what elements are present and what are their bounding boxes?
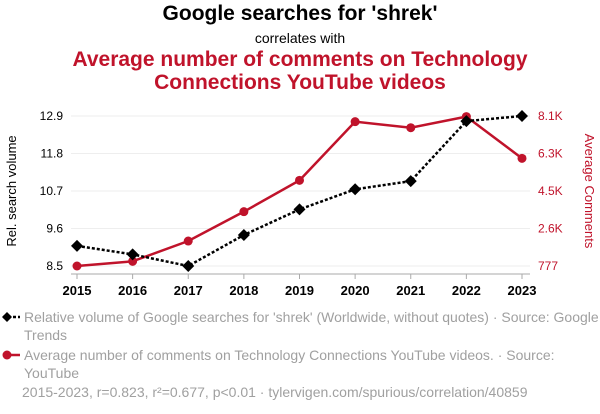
legend-item-comments: Average number of comments on Technology… bbox=[3, 346, 600, 382]
data-point-searches bbox=[349, 183, 362, 196]
left-tick-label: 8.5 bbox=[46, 259, 63, 273]
legend-marker-comments bbox=[2, 350, 12, 360]
data-point-searches bbox=[516, 110, 528, 122]
data-point-searches bbox=[404, 175, 417, 188]
data-point-searches bbox=[71, 239, 83, 252]
legend-label-comments: Average number of comments on Technology… bbox=[24, 347, 555, 381]
x-tick-label: 2023 bbox=[508, 283, 537, 298]
chart-subtitle: correlates with bbox=[254, 30, 346, 46]
legend-item-searches: Relative volume of Google searches for '… bbox=[3, 308, 600, 344]
right-tick-label: 777 bbox=[538, 259, 558, 273]
x-tick-label: 2021 bbox=[396, 283, 425, 298]
x-tick-label: 2016 bbox=[118, 283, 147, 298]
x-tick-label: 2022 bbox=[452, 283, 481, 298]
data-point-comments bbox=[517, 153, 527, 163]
data-point-searches bbox=[293, 203, 306, 216]
data-point-searches bbox=[126, 248, 139, 261]
chart-title: Google searches for 'shrek' bbox=[162, 2, 438, 25]
x-tick-label: 2018 bbox=[229, 283, 258, 298]
data-point-comments bbox=[183, 236, 193, 246]
data-point-searches bbox=[237, 228, 250, 241]
left-tick-label: 9.6 bbox=[46, 222, 63, 236]
left-tick-label: 12.9 bbox=[40, 109, 64, 123]
data-point-comments bbox=[350, 117, 360, 127]
chart-title-2: Average number of comments on Technology… bbox=[72, 48, 528, 94]
legend-label-searches: Relative volume of Google searches for '… bbox=[24, 309, 599, 343]
footer-stats: 2015-2023, r=0.823, r²=0.677, p<0.01 · t… bbox=[22, 384, 528, 400]
right-tick-label: 6.3K bbox=[538, 147, 563, 161]
right-tick-label: 2.6K bbox=[538, 222, 563, 236]
data-point-comments bbox=[128, 256, 138, 266]
legend-marker-searches bbox=[2, 312, 12, 322]
y-axis-label-left: Rel. search volume bbox=[4, 135, 19, 246]
left-tick-label: 11.8 bbox=[41, 147, 64, 161]
right-tick-label: 8.1K bbox=[538, 109, 563, 123]
data-point-comments bbox=[295, 175, 304, 185]
x-tick-label: 2019 bbox=[285, 283, 314, 298]
y-axis-label-right: Average Comments bbox=[582, 134, 597, 249]
data-point-comments bbox=[406, 123, 416, 133]
data-point-searches bbox=[182, 260, 195, 272]
x-tick-label: 2020 bbox=[341, 283, 370, 298]
data-point-comments bbox=[239, 207, 249, 217]
data-point-comments bbox=[72, 261, 82, 271]
right-tick-label: 4.5K bbox=[538, 184, 563, 198]
left-tick-label: 10.7 bbox=[40, 184, 64, 198]
x-tick-label: 2015 bbox=[63, 283, 92, 298]
series-line-searches bbox=[76, 114, 523, 268]
data-point-searches bbox=[460, 115, 473, 128]
x-tick-label: 2017 bbox=[174, 283, 203, 298]
